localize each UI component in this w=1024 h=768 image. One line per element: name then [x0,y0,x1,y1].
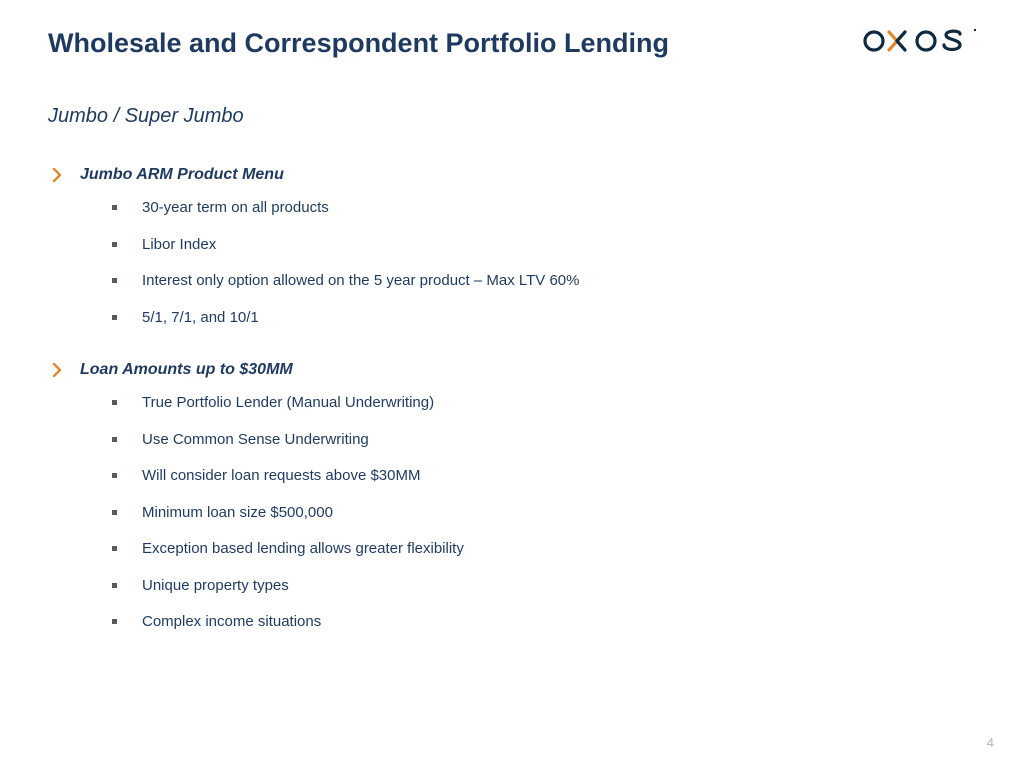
list-item: Will consider loan requests above $30MM [112,466,976,486]
section-2-title: Loan Amounts up to $30MM [80,361,293,379]
page-title: Wholesale and Correspondent Portfolio Le… [48,28,669,59]
chevron-right-icon [52,363,62,377]
axos-logo-svg [862,26,980,56]
list-item: Use Common Sense Underwriting [112,430,976,450]
list-item: Libor Index [112,235,976,255]
list-item: Unique property types [112,576,976,596]
section-2: Loan Amounts up to $30MM True Portfolio … [48,361,976,632]
axos-logo [862,26,980,61]
slide-subtitle: Jumbo / Super Jumbo [48,105,976,128]
list-item: 30-year term on all products [112,198,976,218]
slide: Wholesale and Correspondent Portfolio Le… [0,0,1024,768]
page-number: 4 [987,735,994,750]
section-1-items: 30-year term on all products Libor Index… [112,198,976,327]
list-item: True Portfolio Lender (Manual Underwriti… [112,393,976,413]
list-item: 5/1, 7/1, and 10/1 [112,308,976,328]
section-2-header: Loan Amounts up to $30MM [52,361,976,379]
section-1: Jumbo ARM Product Menu 30-year term on a… [48,166,976,327]
section-1-header: Jumbo ARM Product Menu [52,166,976,184]
list-item: Minimum loan size $500,000 [112,503,976,523]
list-item: Interest only option allowed on the 5 ye… [112,271,976,291]
chevron-right-icon [52,168,62,182]
slide-header: Wholesale and Correspondent Portfolio Le… [48,28,976,61]
section-2-items: True Portfolio Lender (Manual Underwriti… [112,393,976,632]
list-item: Exception based lending allows greater f… [112,539,976,559]
section-1-title: Jumbo ARM Product Menu [80,166,284,184]
list-item: Complex income situations [112,612,976,632]
